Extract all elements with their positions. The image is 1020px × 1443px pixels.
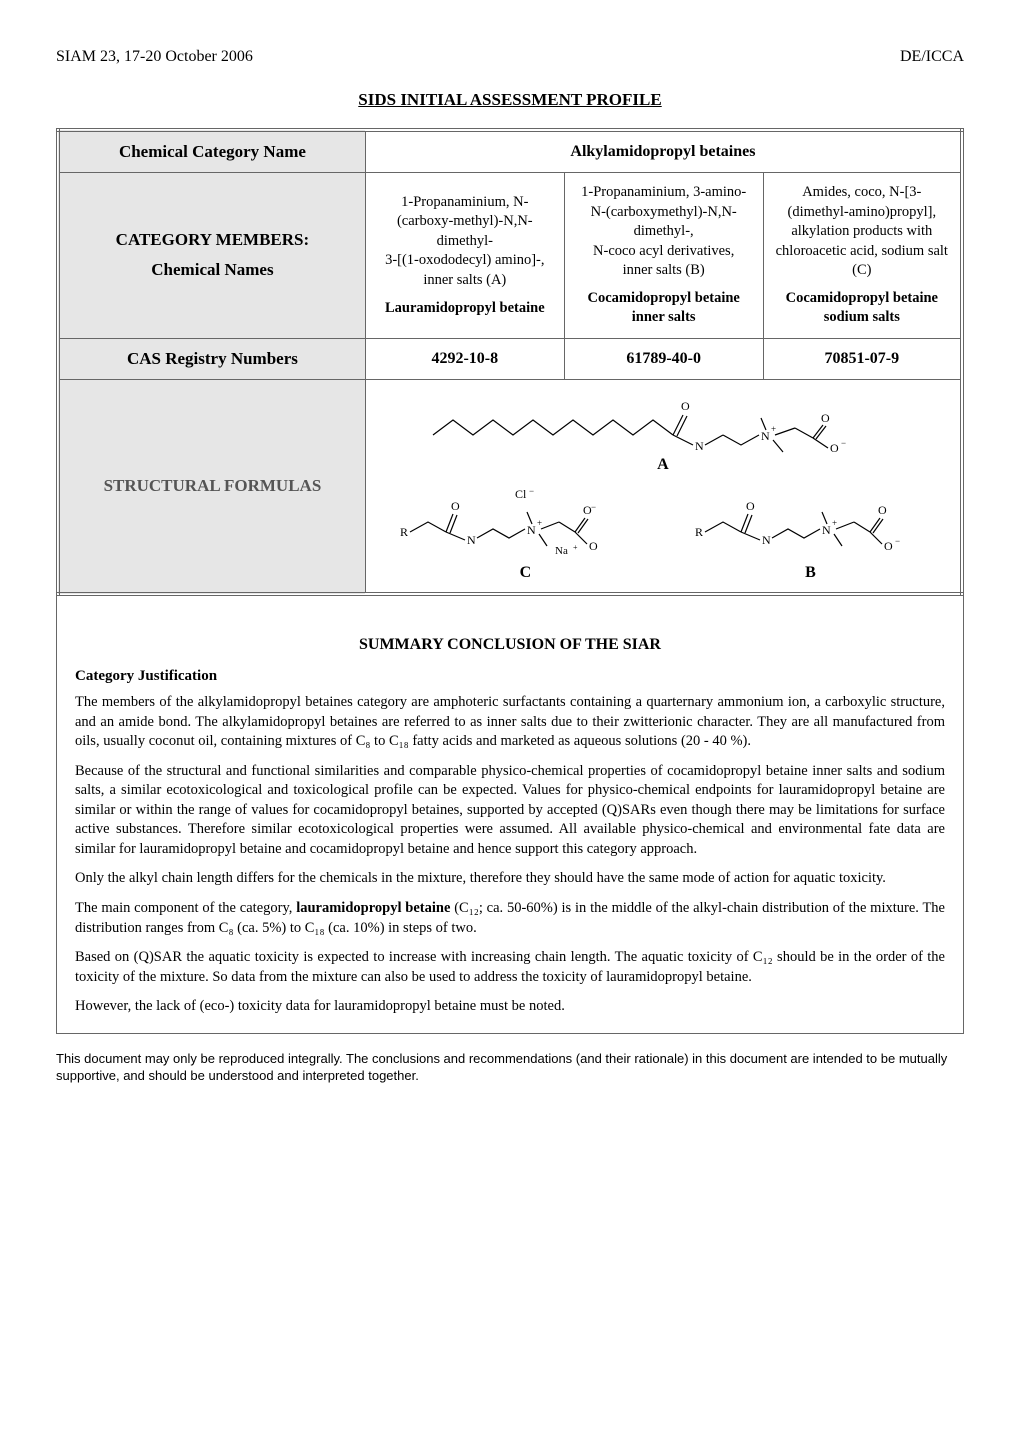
summary-title: SUMMARY CONCLUSION OF THE SIAR (75, 636, 945, 654)
document-title: SIDS INITIAL ASSESSMENT PROFILE (56, 90, 964, 110)
para-5: Based on (Q)SAR the aquatic toxicity is … (75, 948, 945, 987)
structure-a-label: A (378, 456, 948, 474)
svg-text:O: O (451, 499, 460, 513)
para-1: The members of the alkylamidopropyl beta… (75, 693, 945, 752)
category-justification-heading: Category Justification (75, 668, 945, 685)
svg-text:O: O (821, 411, 830, 425)
svg-text:+: + (832, 518, 837, 528)
svg-text:N: N (695, 439, 704, 453)
cas-1: 4292-10-8 (365, 338, 564, 379)
header-left: SIAM 23, 17-20 October 2006 (56, 48, 253, 66)
member-2-desc: 1-Propanaminium, 3-amino- N-(carboxymeth… (577, 183, 751, 281)
svg-text:N: N (527, 523, 536, 537)
cas-2: 61789-40-0 (564, 338, 763, 379)
svg-text:−: − (895, 536, 900, 546)
structure-c-wrap: R O N N + (395, 484, 655, 582)
svg-text:Na: Na (555, 545, 568, 557)
structure-b-icon: R O N N + (690, 484, 930, 564)
structure-b-wrap: R O N N + (690, 484, 930, 582)
svg-text:Cl: Cl (515, 487, 527, 501)
svg-text:O: O (746, 499, 755, 513)
svg-text:O: O (830, 441, 839, 455)
para-3: Only the alkyl chain length differs for … (75, 869, 945, 889)
structure-b-label: B (690, 564, 930, 582)
footer-note: This document may only be reproduced int… (56, 1050, 964, 1085)
formulas-cell: O N N + O (365, 379, 962, 594)
member-col-2: 1-Propanaminium, 3-amino- N-(carboxymeth… (564, 173, 763, 339)
svg-text:O: O (878, 503, 887, 517)
member-col-3: Amides, coco, N-[3-(dimethyl-amino)propy… (763, 173, 962, 339)
profile-table: Chemical Category Name Alkylamidopropyl … (56, 128, 964, 596)
structure-a-icon: O N N + O (423, 390, 903, 460)
svg-text:+: + (537, 518, 542, 528)
svg-text:O: O (884, 539, 893, 553)
cas-3: 70851-07-9 (763, 338, 962, 379)
svg-text:R: R (695, 525, 703, 539)
svg-text:−: − (591, 502, 596, 512)
summary-frame: SUMMARY CONCLUSION OF THE SIAR Category … (56, 595, 964, 1034)
svg-text:−: − (841, 438, 846, 448)
row-members: CATEGORY MEMBERS: Chemical Names 1-Propa… (58, 173, 962, 339)
svg-text:N: N (822, 523, 831, 537)
header-right: DE/ICCA (900, 48, 964, 66)
member-col-1: 1-Propanaminium, N-(carboxy-methyl)-N,N-… (365, 173, 564, 339)
para-4: The main component of the category, laur… (75, 899, 945, 938)
label-members: CATEGORY MEMBERS: Chemical Names (58, 173, 365, 339)
svg-text:+: + (573, 543, 578, 552)
label-cas: CAS Registry Numbers (58, 338, 365, 379)
structure-c-label: C (395, 564, 655, 582)
para-2: Because of the structural and functional… (75, 762, 945, 860)
value-category-name: Alkylamidopropyl betaines (365, 130, 962, 173)
para-4b: lauramidopropyl betaine (296, 900, 450, 916)
row-formulas: STRUCTURAL FORMULAS O N N + (58, 379, 962, 594)
label-members-line1: CATEGORY MEMBERS: (72, 230, 353, 250)
member-3-desc: Amides, coco, N-[3-(dimethyl-amino)propy… (776, 183, 948, 281)
member-2-name: Cocamidopropyl betaine inner salts (577, 289, 751, 328)
row-category-name: Chemical Category Name Alkylamidopropyl … (58, 130, 962, 173)
svg-text:N: N (761, 429, 770, 443)
label-category-name: Chemical Category Name (58, 130, 365, 173)
svg-text:R: R (400, 525, 408, 539)
label-members-line2: Chemical Names (72, 260, 353, 280)
structure-c-icon: R O N N + (395, 484, 655, 564)
svg-text:+: + (771, 424, 776, 434)
svg-text:N: N (467, 533, 476, 547)
para-4a: The main component of the category, (75, 900, 296, 916)
member-1-desc: 1-Propanaminium, N-(carboxy-methyl)-N,N-… (378, 193, 552, 291)
svg-text:−: − (529, 486, 534, 496)
member-1-name: Lauramidopropyl betaine (378, 299, 552, 319)
para-6: However, the lack of (eco-) toxicity dat… (75, 997, 945, 1017)
svg-text:O: O (681, 399, 690, 413)
svg-text:N: N (762, 533, 771, 547)
svg-text:O: O (589, 539, 598, 553)
member-3-name: Cocamidopropyl betaine sodium salts (776, 289, 948, 328)
label-formulas: STRUCTURAL FORMULAS (58, 379, 365, 594)
row-cas: CAS Registry Numbers 4292-10-8 61789-40-… (58, 338, 962, 379)
